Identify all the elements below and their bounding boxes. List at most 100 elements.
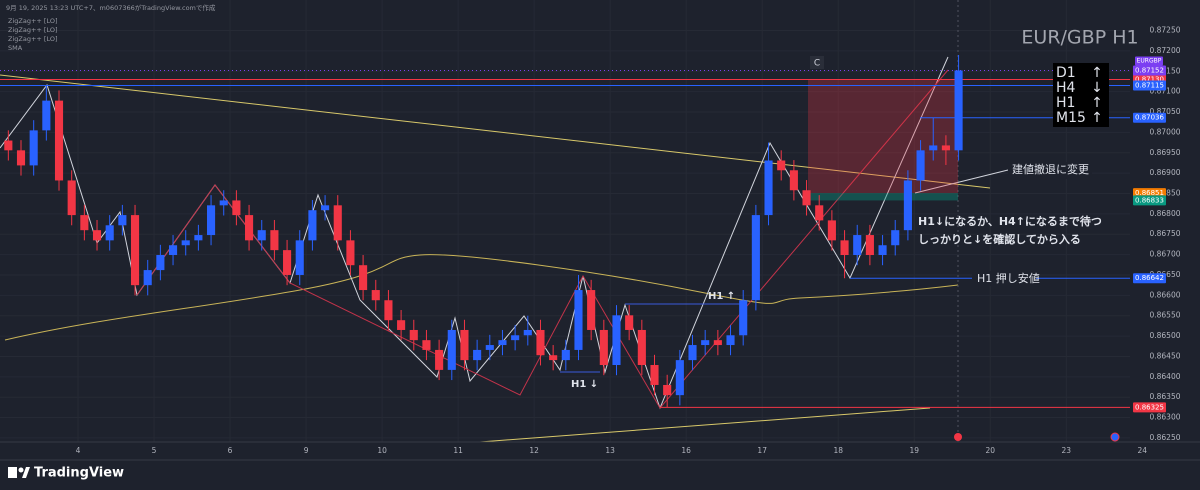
y-tick-label: 0.86950 [1149,148,1180,157]
candle-body [777,160,786,171]
callout-line [914,169,1009,194]
timeframe: H4 [1056,80,1076,96]
candle-body [625,315,634,330]
zigzag-alt [136,69,949,409]
event-icon[interactable] [1110,432,1120,442]
candle-body [701,340,710,346]
candle-body [143,270,152,286]
candle-body [713,340,722,346]
candle-body [574,290,583,350]
candle-body [194,235,203,241]
price-label: 0.87152 [1135,66,1164,74]
candle-body [523,329,532,336]
indicator: SMA [8,44,23,52]
candle-body [283,250,292,275]
y-tick-label: 0.86900 [1149,168,1180,177]
x-tick-label: 9 [304,446,309,455]
y-tick-label: 0.86300 [1149,413,1180,422]
indicator: ZigZag++ [LO] [8,17,57,25]
candle-body [181,240,190,246]
candle-body [67,180,76,216]
symbol-bg [1135,56,1163,66]
y-tick-label: 0.87250 [1149,26,1180,35]
candle-body [219,200,228,206]
candle-body [447,329,456,370]
x-tick-label: 13 [605,446,615,455]
price-label: 0.86833 [1135,196,1164,204]
y-tick-label: 0.86750 [1149,229,1180,238]
price-label-bg [1133,65,1166,76]
candle-body [16,150,26,166]
candle-body [663,384,672,396]
note-bg [1008,162,1092,179]
price-label-bg [1133,402,1166,413]
sma-line [4,254,959,341]
candle-body [80,215,89,231]
y-tick-label: 0.87050 [1149,107,1180,116]
y-tick-label: 0.86800 [1149,209,1180,218]
price-label: 0.86325 [1135,403,1164,411]
candle-body [118,215,127,226]
candle-body [853,235,862,256]
y-tick-label: 0.87100 [1149,87,1180,96]
symbol-label: EURGBP [1137,57,1162,64]
candle-body [878,245,887,256]
price-label: 0.86851 [1135,189,1164,197]
candle-body [612,315,621,366]
trend-line [0,74,991,189]
timeframe-arrow: ↑ [1091,95,1103,111]
y-tick-label: 0.86450 [1149,351,1180,360]
price-label: 0.87115 [1135,82,1164,90]
note-bg [972,271,1036,286]
stop-zone [808,79,958,194]
timeframe-arrow: ↑ [1091,110,1103,126]
candle-body [891,230,900,246]
candle-body [409,329,418,341]
event-icon[interactable] [954,433,962,441]
trend-line [479,407,931,443]
candle-body [422,340,431,350]
logo[interactable]: TradingView [34,466,124,481]
candle-body [739,300,748,336]
candle-body [789,170,798,191]
annotation: H1 押し安値 [977,271,1040,285]
y-tick-label: 0.87200 [1149,46,1180,55]
candle-body [549,355,558,361]
logo-mark [22,467,30,478]
candle-body [397,320,406,330]
candle-body [346,240,355,266]
candle-body [954,70,963,151]
candle-body [270,230,279,251]
logo-mark [8,467,17,478]
candle-body [561,349,570,361]
y-tick-label: 0.86250 [1149,433,1180,442]
candle-body [321,205,330,211]
logo-mark [18,467,24,473]
candle-body [903,180,912,231]
candle-body [257,230,266,241]
candle-body [207,205,216,236]
candle-body [156,255,165,271]
candle-body [92,230,102,241]
candle-body [4,140,13,151]
drawings [0,0,1130,443]
annotation: しっかりと↓を確認してから入る [918,232,1081,246]
x-tick-label: 23 [1062,446,1072,455]
y-tick-label: 0.86500 [1149,331,1180,340]
price-label-bg [1133,80,1166,91]
candle-body [536,329,545,356]
timeframe-arrow: ↑ [1091,65,1103,81]
candle-body [371,290,380,301]
x-tick-label: 11 [453,446,463,455]
candle-body [29,130,38,166]
marker: C [814,59,820,69]
candle-body [587,290,596,330]
candle-body [802,190,811,206]
y-tick-label: 0.86400 [1149,372,1180,381]
footer-bg [0,442,1200,490]
candle-body [941,145,950,151]
price-label-bg [1133,273,1166,284]
candle-body [688,345,697,361]
candle-body [675,360,684,396]
